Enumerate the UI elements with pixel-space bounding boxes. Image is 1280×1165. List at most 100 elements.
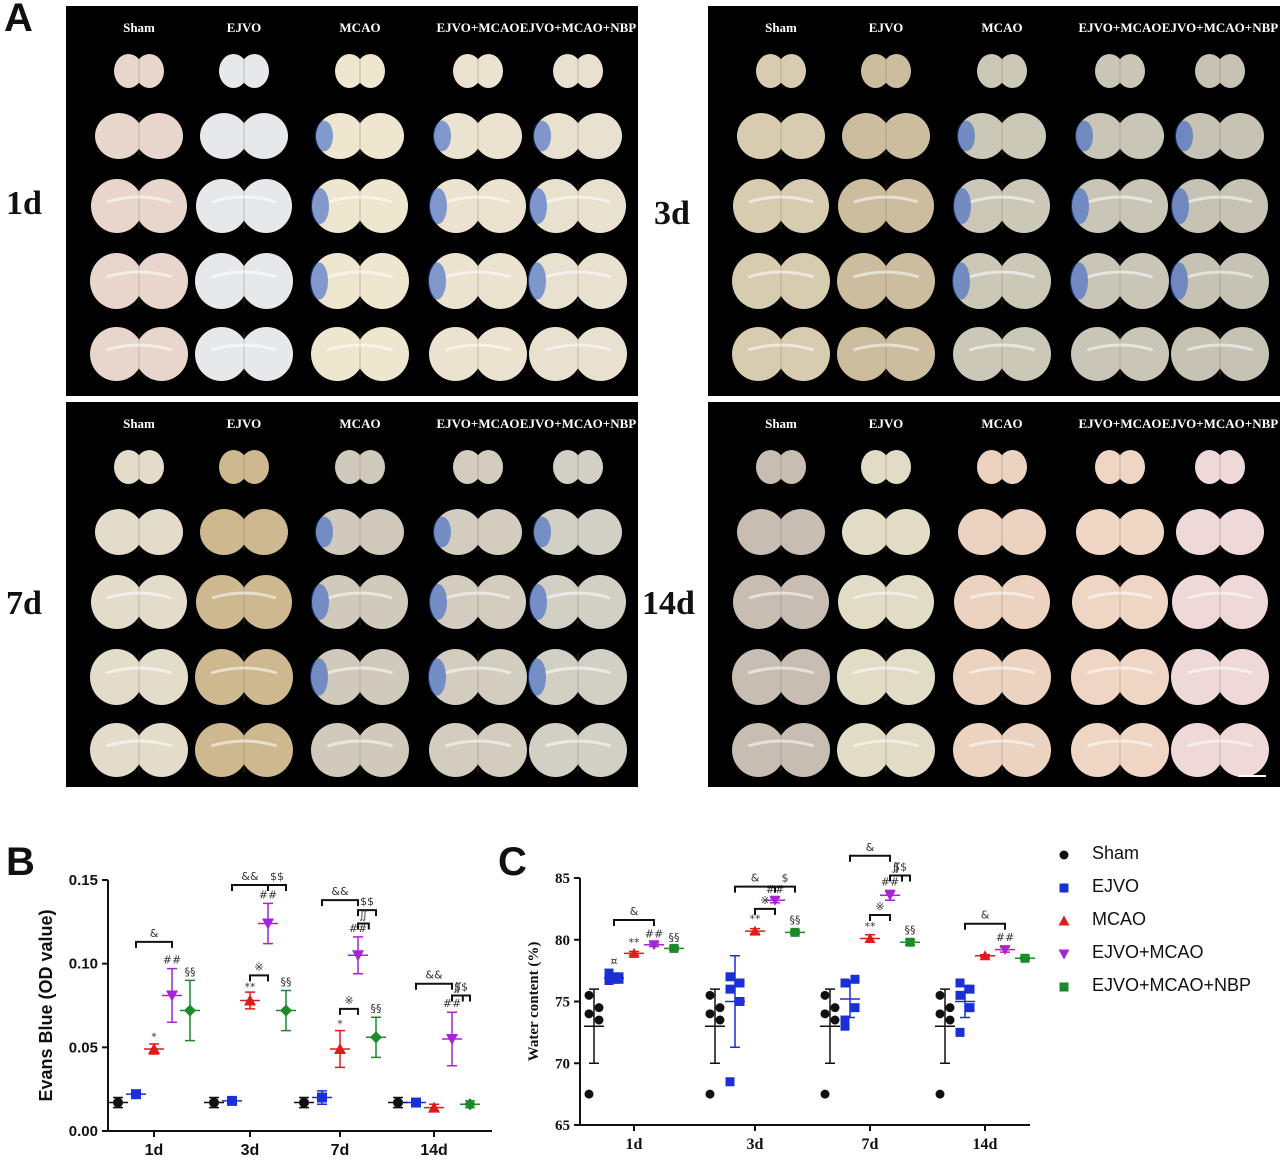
data-point: [1059, 982, 1069, 992]
data-point: [184, 1004, 196, 1017]
brain-section: [90, 327, 188, 381]
significance-label: **: [629, 936, 641, 949]
column-label: EJVO: [226, 20, 262, 35]
data-point: [113, 1097, 123, 1108]
data-point: [352, 950, 364, 962]
data-point: [999, 945, 1011, 956]
brain-section: [529, 723, 627, 777]
brain-section: [732, 723, 830, 777]
brain-section: [1072, 575, 1168, 629]
data-point: [979, 950, 991, 961]
data-point: [648, 940, 660, 951]
data-point: [935, 1009, 945, 1019]
brain-section: [95, 509, 183, 555]
brain-section: [429, 575, 526, 629]
brain-section: [529, 575, 626, 629]
column-label: EJVO: [868, 20, 904, 35]
brain-section: [196, 575, 292, 629]
data-point: [840, 1021, 850, 1031]
y-tick-label: 0.05: [69, 1039, 98, 1056]
brain-section: [200, 509, 288, 555]
significance-label: *: [151, 1031, 157, 1044]
brain-section: [219, 54, 269, 88]
time-label-7d: 7d: [6, 585, 42, 622]
column-label: EJVO+MCAO: [436, 416, 520, 431]
brain-section: [433, 509, 522, 555]
data-point: [725, 972, 735, 982]
brain-section: [953, 649, 1051, 705]
chart-c-water-content: 65 70 75 80 85 1d 3d 7d 14d Water content (%) ¤ ** #…: [526, 841, 1035, 1153]
brain-section: [315, 509, 404, 555]
brain-section: [195, 649, 293, 705]
panel-letter-c: C: [498, 840, 527, 884]
data-point: [820, 990, 830, 1000]
data-point: [725, 1077, 735, 1087]
bracket-label: &: [981, 909, 990, 922]
brain-section: [219, 450, 269, 484]
brain-sections: [732, 450, 1269, 777]
x-tick-label: 14d: [973, 1136, 998, 1153]
bracket-label: $$: [270, 870, 284, 883]
brain-section: [1195, 450, 1245, 484]
series-4: [664, 927, 1035, 963]
brain-section: [114, 54, 164, 88]
brain-section: [311, 327, 409, 381]
brain-section: [732, 253, 830, 309]
legend-marker-icon: [1058, 949, 1070, 960]
brain-section: [756, 450, 806, 484]
brain-section: [429, 179, 526, 233]
data-point: [594, 1015, 604, 1025]
brain-section: [195, 253, 293, 309]
brain-section: [90, 649, 188, 705]
brain-section: [737, 509, 825, 555]
brain-section: [861, 54, 911, 88]
column-label: EJVO+MCAO: [1078, 20, 1162, 35]
data-point: [1059, 850, 1069, 860]
x-tick-label: 7d: [331, 1142, 350, 1159]
brain-section: [977, 450, 1027, 484]
x-tick-label: 7d: [862, 1136, 879, 1153]
data-point: [594, 1003, 604, 1013]
y-axis-label: Water content (%): [526, 942, 542, 1062]
column-label: Sham: [765, 20, 797, 35]
data-point: [820, 1009, 830, 1019]
y-tick-label: 65: [555, 1118, 570, 1134]
legend-label: MCAO: [1092, 909, 1146, 929]
brain-section: [953, 723, 1051, 777]
significance-bracket: [869, 914, 891, 922]
data-point: [935, 990, 945, 1000]
x-tick-label: 14d: [420, 1142, 448, 1159]
y-tick-label: 0.00: [69, 1123, 98, 1140]
brain-section: [428, 253, 527, 309]
significance-bracket: [249, 974, 269, 982]
significance-bracket: [357, 909, 377, 917]
bracket-label: $$: [893, 861, 907, 874]
data-point: [945, 1003, 955, 1013]
photo-panel-14d: Sham EJVO MCAO EJVO+MCAO EJVO+MCAO+NBP: [708, 402, 1280, 787]
data-point: [669, 943, 679, 953]
brain-section: [311, 575, 408, 629]
scale-bar: [1238, 775, 1266, 777]
significance-label: ##: [259, 888, 277, 901]
x-tick-label: 1d: [145, 1142, 164, 1159]
data-point: [584, 990, 594, 1000]
bracket-label: ※: [254, 960, 263, 973]
significance-bracket: [451, 994, 464, 1002]
y-tick-label: 0.15: [69, 872, 98, 889]
brain-section: [733, 179, 829, 233]
data-point: [735, 978, 745, 988]
significance-bracket: [357, 922, 370, 930]
brain-section: [842, 113, 930, 159]
brain-section: [837, 649, 935, 705]
data-point: [945, 1015, 955, 1025]
series-2: [624, 925, 995, 961]
brain-section: [453, 54, 503, 88]
brain-section: [1176, 509, 1264, 555]
brain-section: [952, 253, 1051, 309]
brain-section: [1071, 723, 1169, 777]
data-point: [830, 1003, 840, 1013]
data-point: [705, 1089, 715, 1099]
data-point: [955, 978, 965, 988]
bracket-label: &&: [425, 969, 443, 982]
brain-section: [90, 723, 188, 777]
